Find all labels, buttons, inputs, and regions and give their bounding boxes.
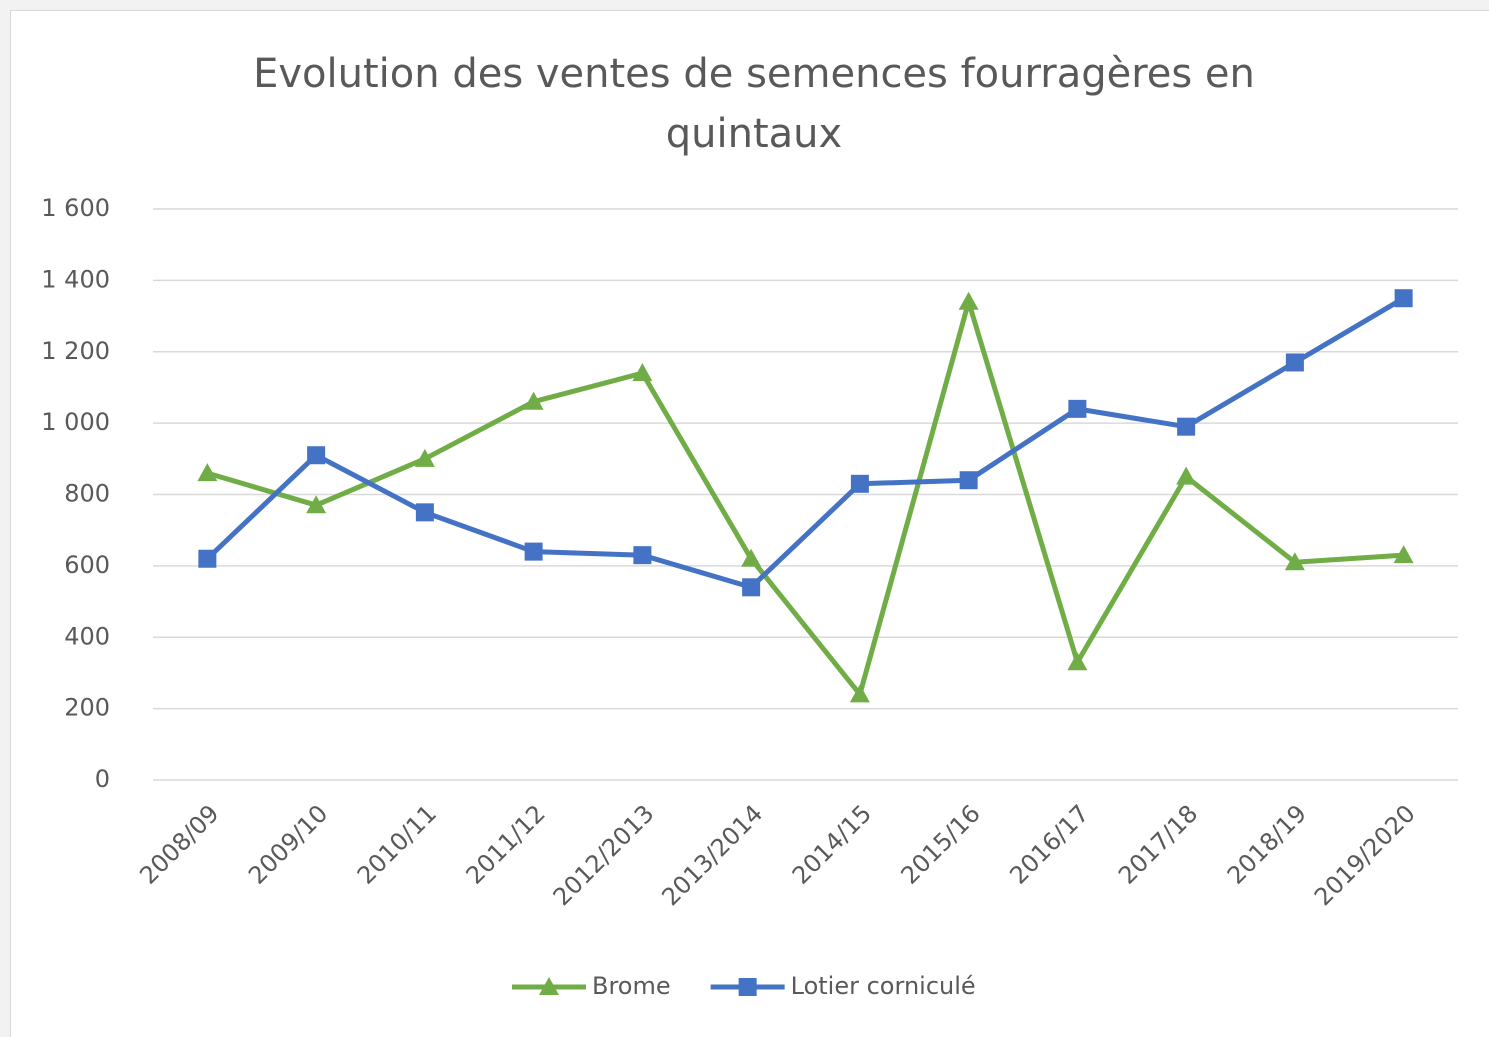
- marker: [306, 495, 327, 514]
- series-line: [205, 296, 1405, 590]
- x-tick-label: 2012/2013: [548, 799, 660, 911]
- y-tick-label: 1 400: [41, 265, 110, 293]
- chart-title: Evolution des ventes de semences fourrag…: [253, 51, 1255, 157]
- marker: [633, 546, 652, 565]
- y-tick-label: 0: [95, 765, 110, 793]
- marker: [523, 391, 544, 410]
- marker: [741, 548, 762, 567]
- legend-label: Lotier corniculé: [791, 972, 976, 1000]
- x-tick-label: 2016/17: [1004, 799, 1094, 889]
- marker: [1393, 545, 1414, 564]
- marker: [415, 503, 434, 522]
- x-tick-label: 2011/12: [461, 799, 551, 889]
- x-tick-label: 2010/11: [352, 799, 442, 889]
- x-tick-label: 2014/15: [787, 799, 877, 889]
- marker: [1285, 353, 1304, 372]
- x-tick-label: 2019/2020: [1309, 799, 1421, 911]
- marker: [1176, 466, 1197, 485]
- y-tick-label: 1 200: [41, 337, 110, 365]
- marker: [1177, 417, 1196, 436]
- marker: [1394, 289, 1413, 308]
- marker: [849, 684, 870, 703]
- x-tick-label: 2013/2014: [656, 799, 768, 911]
- marker: [1284, 552, 1305, 571]
- marker: [414, 448, 435, 467]
- legend-label: Brome: [592, 972, 671, 1000]
- x-tick-label: 2009/10: [243, 799, 333, 889]
- marker: [742, 578, 761, 597]
- x-tick-label: 2008/09: [134, 799, 224, 889]
- y-tick-label: 1 600: [41, 194, 110, 222]
- marker: [632, 363, 653, 382]
- y-tick-label: 200: [64, 694, 110, 722]
- marker: [198, 549, 217, 568]
- y-tick-label: 1 000: [41, 408, 110, 436]
- marker: [197, 463, 218, 482]
- marker: [1067, 652, 1088, 671]
- marker: [1068, 399, 1087, 418]
- marker: [307, 446, 326, 465]
- x-tick-label: 2017/18: [1113, 799, 1203, 889]
- y-tick-label: 400: [64, 622, 110, 650]
- marker: [524, 542, 543, 561]
- marker: [850, 474, 869, 493]
- y-tick-label: 600: [64, 551, 110, 579]
- x-tick-label: 2018/19: [1222, 799, 1312, 889]
- marker: [959, 471, 978, 490]
- y-tick-label: 800: [64, 480, 110, 508]
- marker: [539, 977, 559, 995]
- x-tick-label: 2015/16: [896, 799, 986, 889]
- series-line: [206, 299, 1404, 697]
- marker: [738, 978, 757, 996]
- marker: [958, 291, 979, 310]
